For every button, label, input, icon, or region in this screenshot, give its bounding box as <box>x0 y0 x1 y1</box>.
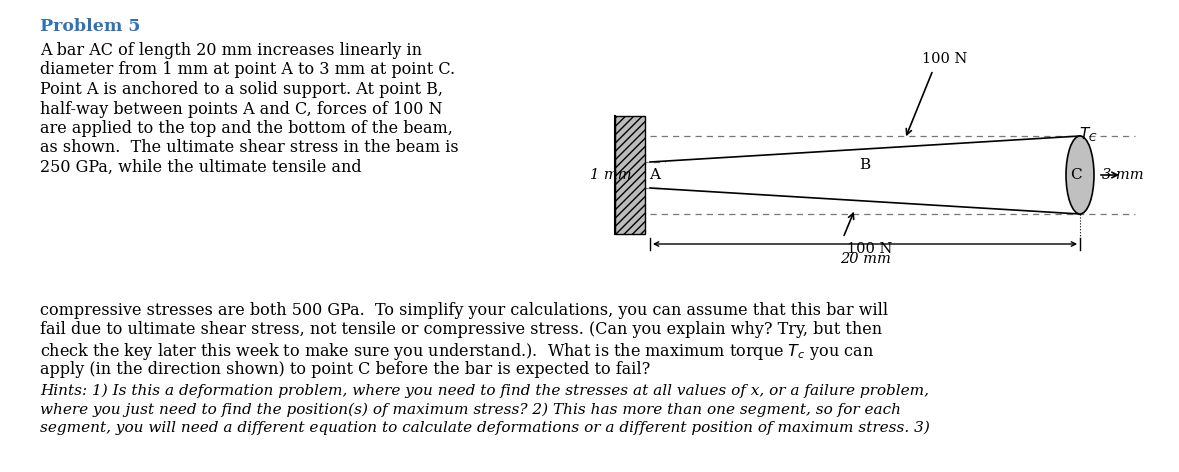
Text: Point A is anchored to a solid support. At point B,: Point A is anchored to a solid support. … <box>40 81 443 98</box>
Text: as shown.  The ultimate shear stress in the beam is: as shown. The ultimate shear stress in t… <box>40 140 459 157</box>
Text: half-way between points A and C, forces of 100 N: half-way between points A and C, forces … <box>40 101 442 118</box>
Text: are applied to the top and the bottom of the beam,: are applied to the top and the bottom of… <box>40 120 453 137</box>
Text: check the key later this week to make sure you understand.).  What is the maximu: check the key later this week to make su… <box>40 341 874 362</box>
Polygon shape <box>615 116 645 234</box>
Polygon shape <box>650 136 1080 214</box>
Text: Problem 5: Problem 5 <box>40 18 140 35</box>
Text: diameter from 1 mm at point A to 3 mm at point C.: diameter from 1 mm at point A to 3 mm at… <box>40 61 455 78</box>
Text: A: A <box>650 168 660 182</box>
Text: segment, you will need a different equation to calculate deformations or a diffe: segment, you will need a different equat… <box>40 421 930 435</box>
Text: C: C <box>1071 168 1082 182</box>
Text: A bar AC of length 20 mm increases linearly in: A bar AC of length 20 mm increases linea… <box>40 42 422 59</box>
Text: 1 mm: 1 mm <box>591 168 632 182</box>
Text: 20 mm: 20 mm <box>839 252 890 266</box>
Text: 100 N: 100 N <box>847 242 893 256</box>
Text: 250 GPa, while the ultimate tensile and: 250 GPa, while the ultimate tensile and <box>40 159 362 176</box>
Text: $T_C$: $T_C$ <box>1079 125 1098 144</box>
Text: 100 N: 100 N <box>922 52 968 66</box>
Text: compressive stresses are both 500 GPa.  To simplify your calculations, you can a: compressive stresses are both 500 GPa. T… <box>40 302 888 319</box>
Text: 3 mm: 3 mm <box>1102 168 1144 182</box>
Text: apply (in the direction shown) to point C before the bar is expected to fail?: apply (in the direction shown) to point … <box>40 361 651 378</box>
Text: B: B <box>859 158 870 172</box>
Ellipse shape <box>1066 136 1094 214</box>
Text: Hints: 1) Is this a deformation problem, where you need to find the stresses at : Hints: 1) Is this a deformation problem,… <box>40 384 929 398</box>
Text: fail due to ultimate shear stress, not tensile or compressive stress. (Can you e: fail due to ultimate shear stress, not t… <box>40 321 882 338</box>
Text: where you just need to find the position(s) of maximum stress? 2) This has more : where you just need to find the position… <box>40 403 901 417</box>
